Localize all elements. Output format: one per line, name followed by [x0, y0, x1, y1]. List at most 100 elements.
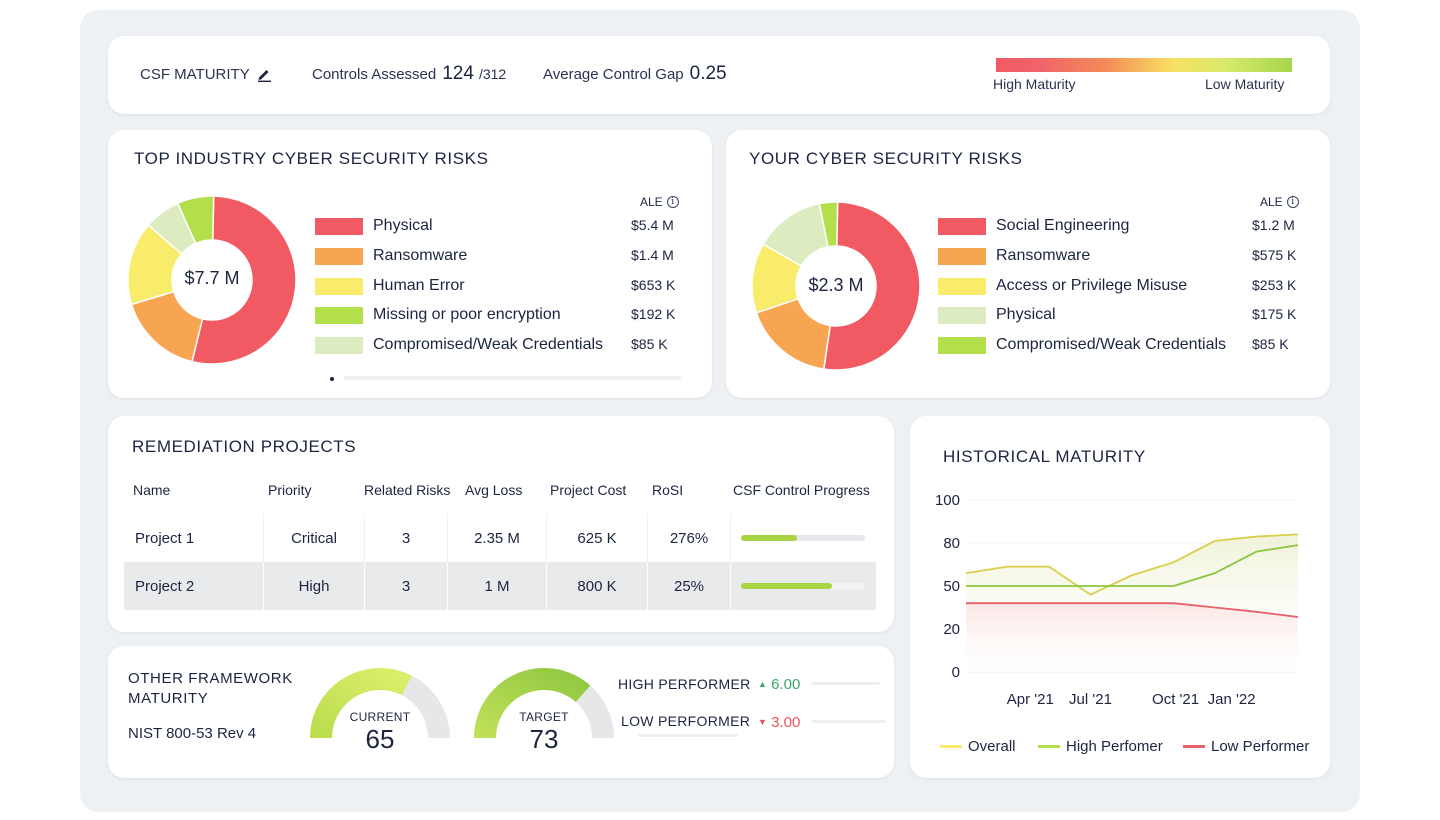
col-header-priority[interactable]: Priority: [268, 482, 312, 498]
legend-item[interactable]: Ransomware: [938, 246, 1090, 266]
project-priority: Critical: [291, 529, 337, 547]
ale-value: $1.4 M: [631, 247, 674, 263]
ale-value: $653 K: [631, 277, 676, 293]
controls-assessed-total: /312: [478, 66, 507, 82]
industry-ale-label: ALE: [640, 195, 663, 209]
project-related-risks: 3: [401, 577, 411, 595]
legend-high-performer[interactable]: High Perfomer: [1038, 738, 1163, 755]
trend-up-icon: ▲: [758, 679, 767, 689]
donut-slice-compromised-weak-credentials[interactable]: [818, 201, 839, 248]
legend-low-performer[interactable]: Low Performer: [1183, 738, 1309, 755]
csf-maturity-title: CSF MATURITY: [140, 36, 272, 112]
legend-label: Compromised/Weak Credentials: [996, 336, 1227, 353]
industry-risks-donut: [127, 195, 297, 365]
legend-swatch: [938, 217, 986, 235]
your-ale-header: ALE i: [1260, 195, 1299, 209]
legend-overall[interactable]: Overall: [940, 738, 1016, 755]
series-line-overall[interactable]: [965, 533, 1299, 596]
remediation-card: REMEDIATION PROJECTS Name Priority Relat…: [108, 416, 894, 632]
other-framework-title: OTHER FRAMEWORK MATURITY: [128, 669, 293, 709]
project-name: Project 1: [135, 529, 195, 547]
historical-maturity-card: HISTORICAL MATURITY 100 80 50 20 0 Apr '21 Jul…: [910, 416, 1330, 778]
legend-label: Compromised/Weak Credentials: [373, 336, 604, 353]
low-performer-delta: ▼ 3.00: [758, 714, 800, 731]
legend-item[interactable]: Physical: [315, 216, 433, 236]
col-header-project-cost[interactable]: Project Cost: [550, 482, 627, 498]
donut-slice-missing-or-poor-encryption[interactable]: [176, 195, 215, 245]
project-rosi: 276%: [669, 529, 709, 547]
target-gauge-label: TARGET: [519, 710, 569, 724]
column-divider: [730, 514, 731, 562]
legend-swatch: [315, 336, 363, 354]
table-row[interactable]: Project 2 High 3 1 M 800 K 25%: [124, 562, 876, 610]
low-performer-value: 3.00: [771, 714, 801, 731]
x-tick-label: Jan '22: [1208, 691, 1256, 708]
legend-high-label: High Perfomer: [1066, 738, 1163, 755]
ale-value: $175 K: [1252, 306, 1297, 322]
series-line-low-performer[interactable]: [966, 602, 1299, 618]
historical-line-chart: 100 80 50 20 0 Apr '21 Jul '21 Oct '21 Jan '22: [935, 492, 1299, 708]
col-header-csf-progress[interactable]: CSF Control Progress: [733, 482, 870, 498]
edit-icon[interactable]: [256, 66, 272, 82]
average-control-gap: Average Control Gap 0.25: [543, 36, 727, 112]
low-performer-track: [812, 720, 886, 723]
your-risks-donut: [751, 201, 921, 371]
legend-item[interactable]: Social Engineering: [938, 216, 1129, 236]
column-divider: [263, 514, 264, 562]
legend-item[interactable]: Missing or poor encryption: [315, 305, 561, 325]
donut-slice-social-engineering[interactable]: [822, 201, 921, 371]
industry-risks-total: $7.7 M: [184, 268, 240, 288]
project-cost: 800 K: [577, 577, 617, 595]
your-risks-legend: Social Engineering $1.2 M Ransomware $575 K…: [938, 216, 1318, 366]
series-line-high-perfomer[interactable]: [966, 544, 1299, 587]
donut-slice-physical[interactable]: [191, 195, 297, 365]
controls-assessed-value: 124: [442, 63, 474, 84]
carousel-track[interactable]: [344, 376, 681, 380]
legend-label: Physical: [373, 217, 433, 234]
series-area-low-performer: [966, 603, 1298, 672]
column-divider: [364, 514, 365, 562]
col-header-avg-loss[interactable]: Avg Loss: [465, 482, 523, 498]
legend-swatch: [315, 306, 363, 324]
average-control-gap-value: 0.25: [689, 63, 727, 84]
col-header-rosi[interactable]: RoSI: [652, 482, 684, 498]
project-name: Project 2: [135, 577, 195, 595]
legend-item[interactable]: Physical: [938, 305, 1056, 325]
trend-down-icon: ▼: [758, 717, 767, 727]
donut-slice-ransomware[interactable]: [130, 290, 204, 363]
project-cost: 625 K: [577, 529, 617, 547]
average-control-gap-label: Average Control Gap: [543, 65, 684, 83]
info-icon[interactable]: i: [1286, 196, 1299, 208]
column-divider: [263, 562, 264, 610]
column-divider: [546, 562, 547, 610]
column-divider: [546, 514, 547, 562]
col-header-related-risks[interactable]: Related Risks: [364, 482, 451, 498]
column-divider: [647, 514, 648, 562]
controls-assessed: Controls Assessed 124 /312: [312, 36, 506, 112]
legend-high-swatch: [1038, 745, 1060, 748]
csf-progress-fill: [741, 583, 832, 589]
legend-item[interactable]: Ransomware: [315, 246, 467, 266]
legend-label: Physical: [996, 306, 1056, 323]
legend-item[interactable]: Access or Privilege Misuse: [938, 276, 1187, 296]
target-gauge-value: 73: [529, 724, 559, 754]
table-row[interactable]: Project 1 Critical 3 2.35 M 625 K 276%: [124, 514, 876, 562]
other-framework-card: OTHER FRAMEWORK MATURITY NIST 800-53 Rev…: [108, 646, 894, 778]
carousel-dot[interactable]: [330, 377, 334, 381]
industry-risks-card: TOP INDUSTRY CYBER SECURITY RISKS $7.7 M…: [108, 130, 712, 398]
low-performer-subtrack: [638, 734, 738, 737]
legend-overall-swatch: [940, 745, 962, 748]
high-performer-delta: ▲ 6.00: [758, 676, 800, 693]
legend-item[interactable]: Compromised/Weak Credentials: [938, 335, 1226, 355]
scale-high-label: High Maturity: [993, 76, 1076, 92]
current-gauge-label: CURRENT: [349, 710, 411, 724]
col-header-name[interactable]: Name: [133, 482, 171, 498]
info-icon[interactable]: i: [666, 196, 679, 208]
project-priority: High: [298, 577, 330, 595]
legend-label: Social Engineering: [996, 217, 1130, 234]
legend-label: Ransomware: [373, 247, 468, 264]
column-divider: [730, 562, 731, 610]
legend-item[interactable]: Human Error: [315, 276, 465, 296]
summary-bar: CSF MATURITY Controls Assessed 124 /312 …: [108, 36, 1330, 114]
legend-item[interactable]: Compromised/Weak Credentials: [315, 335, 603, 355]
